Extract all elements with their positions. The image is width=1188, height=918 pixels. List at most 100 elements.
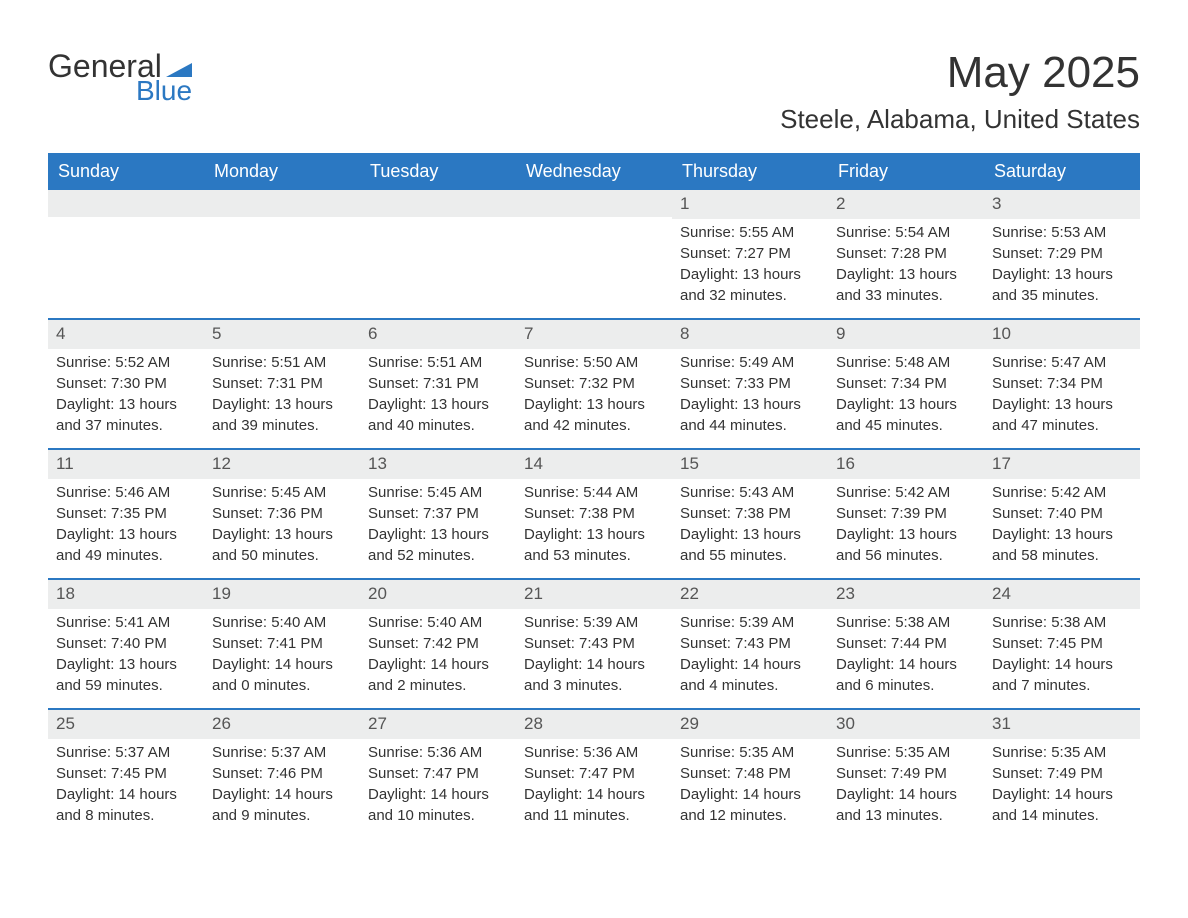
day-number: 30 [828, 710, 984, 739]
sunset-line: Sunset: 7:33 PM [680, 374, 820, 394]
day-number: 21 [516, 580, 672, 609]
sunrise-line: Sunrise: 5:38 AM [992, 613, 1132, 633]
day-number: 25 [48, 710, 204, 739]
day-cell: 14Sunrise: 5:44 AMSunset: 7:38 PMDayligh… [516, 450, 672, 578]
daylight-line: Daylight: 13 hours and 39 minutes. [212, 395, 352, 436]
daylight-line: Daylight: 13 hours and 47 minutes. [992, 395, 1132, 436]
day-body: Sunrise: 5:35 AMSunset: 7:49 PMDaylight:… [828, 739, 984, 835]
day-cell: 16Sunrise: 5:42 AMSunset: 7:39 PMDayligh… [828, 450, 984, 578]
daylight-line: Daylight: 14 hours and 10 minutes. [368, 785, 508, 826]
day-cell: 11Sunrise: 5:46 AMSunset: 7:35 PMDayligh… [48, 450, 204, 578]
weekday-header: Friday [828, 153, 984, 190]
sunrise-line: Sunrise: 5:44 AM [524, 483, 664, 503]
day-cell: 5Sunrise: 5:51 AMSunset: 7:31 PMDaylight… [204, 320, 360, 448]
sunset-line: Sunset: 7:40 PM [56, 634, 196, 654]
sunrise-line: Sunrise: 5:52 AM [56, 353, 196, 373]
day-body: Sunrise: 5:50 AMSunset: 7:32 PMDaylight:… [516, 349, 672, 445]
sunset-line: Sunset: 7:46 PM [212, 764, 352, 784]
weekday-header-row: SundayMondayTuesdayWednesdayThursdayFrid… [48, 153, 1140, 190]
sunrise-line: Sunrise: 5:38 AM [836, 613, 976, 633]
day-number: 8 [672, 320, 828, 349]
sunset-line: Sunset: 7:44 PM [836, 634, 976, 654]
sunrise-line: Sunrise: 5:51 AM [368, 353, 508, 373]
sunrise-line: Sunrise: 5:53 AM [992, 223, 1132, 243]
day-body: Sunrise: 5:42 AMSunset: 7:40 PMDaylight:… [984, 479, 1140, 575]
weekday-header: Tuesday [360, 153, 516, 190]
sunset-line: Sunset: 7:30 PM [56, 374, 196, 394]
day-number: 20 [360, 580, 516, 609]
day-cell: 4Sunrise: 5:52 AMSunset: 7:30 PMDaylight… [48, 320, 204, 448]
sunrise-line: Sunrise: 5:47 AM [992, 353, 1132, 373]
sunrise-line: Sunrise: 5:49 AM [680, 353, 820, 373]
day-body: Sunrise: 5:37 AMSunset: 7:45 PMDaylight:… [48, 739, 204, 835]
sunrise-line: Sunrise: 5:43 AM [680, 483, 820, 503]
daylight-line: Daylight: 13 hours and 35 minutes. [992, 265, 1132, 306]
week-row: 1Sunrise: 5:55 AMSunset: 7:27 PMDaylight… [48, 190, 1140, 318]
day-cell: 15Sunrise: 5:43 AMSunset: 7:38 PMDayligh… [672, 450, 828, 578]
day-number: 15 [672, 450, 828, 479]
daylight-line: Daylight: 14 hours and 8 minutes. [56, 785, 196, 826]
calendar: SundayMondayTuesdayWednesdayThursdayFrid… [48, 153, 1140, 838]
day-body: Sunrise: 5:45 AMSunset: 7:37 PMDaylight:… [360, 479, 516, 575]
sunrise-line: Sunrise: 5:55 AM [680, 223, 820, 243]
daylight-line: Daylight: 14 hours and 4 minutes. [680, 655, 820, 696]
day-cell: 23Sunrise: 5:38 AMSunset: 7:44 PMDayligh… [828, 580, 984, 708]
day-body: Sunrise: 5:39 AMSunset: 7:43 PMDaylight:… [516, 609, 672, 705]
day-number: 22 [672, 580, 828, 609]
weekday-header: Thursday [672, 153, 828, 190]
day-body: Sunrise: 5:35 AMSunset: 7:48 PMDaylight:… [672, 739, 828, 835]
day-number: 13 [360, 450, 516, 479]
sunrise-line: Sunrise: 5:36 AM [368, 743, 508, 763]
sunset-line: Sunset: 7:38 PM [680, 504, 820, 524]
day-number: 9 [828, 320, 984, 349]
sunset-line: Sunset: 7:37 PM [368, 504, 508, 524]
sunrise-line: Sunrise: 5:45 AM [212, 483, 352, 503]
sunrise-line: Sunrise: 5:41 AM [56, 613, 196, 633]
sunset-line: Sunset: 7:43 PM [680, 634, 820, 654]
day-number: 1 [672, 190, 828, 219]
day-body: Sunrise: 5:44 AMSunset: 7:38 PMDaylight:… [516, 479, 672, 575]
day-body: Sunrise: 5:43 AMSunset: 7:38 PMDaylight:… [672, 479, 828, 575]
sunrise-line: Sunrise: 5:40 AM [212, 613, 352, 633]
daylight-line: Daylight: 13 hours and 53 minutes. [524, 525, 664, 566]
sunset-line: Sunset: 7:28 PM [836, 244, 976, 264]
sunset-line: Sunset: 7:36 PM [212, 504, 352, 524]
day-number: 28 [516, 710, 672, 739]
day-cell: 31Sunrise: 5:35 AMSunset: 7:49 PMDayligh… [984, 710, 1140, 838]
day-body: Sunrise: 5:36 AMSunset: 7:47 PMDaylight:… [516, 739, 672, 835]
day-cell: 1Sunrise: 5:55 AMSunset: 7:27 PMDaylight… [672, 190, 828, 318]
sunrise-line: Sunrise: 5:54 AM [836, 223, 976, 243]
daylight-line: Daylight: 14 hours and 0 minutes. [212, 655, 352, 696]
day-number: 10 [984, 320, 1140, 349]
day-cell [48, 190, 204, 318]
day-body: Sunrise: 5:39 AMSunset: 7:43 PMDaylight:… [672, 609, 828, 705]
day-number: 31 [984, 710, 1140, 739]
day-body: Sunrise: 5:53 AMSunset: 7:29 PMDaylight:… [984, 219, 1140, 315]
daylight-line: Daylight: 14 hours and 9 minutes. [212, 785, 352, 826]
week-row: 18Sunrise: 5:41 AMSunset: 7:40 PMDayligh… [48, 578, 1140, 708]
day-number: 16 [828, 450, 984, 479]
sunset-line: Sunset: 7:47 PM [368, 764, 508, 784]
day-cell: 10Sunrise: 5:47 AMSunset: 7:34 PMDayligh… [984, 320, 1140, 448]
weeks-container: 1Sunrise: 5:55 AMSunset: 7:27 PMDaylight… [48, 190, 1140, 838]
sunrise-line: Sunrise: 5:35 AM [992, 743, 1132, 763]
sunset-line: Sunset: 7:45 PM [56, 764, 196, 784]
day-cell: 18Sunrise: 5:41 AMSunset: 7:40 PMDayligh… [48, 580, 204, 708]
day-cell: 29Sunrise: 5:35 AMSunset: 7:48 PMDayligh… [672, 710, 828, 838]
empty-day-header [204, 190, 360, 217]
sunrise-line: Sunrise: 5:37 AM [56, 743, 196, 763]
daylight-line: Daylight: 14 hours and 11 minutes. [524, 785, 664, 826]
sunset-line: Sunset: 7:49 PM [992, 764, 1132, 784]
sunrise-line: Sunrise: 5:37 AM [212, 743, 352, 763]
day-body: Sunrise: 5:51 AMSunset: 7:31 PMDaylight:… [360, 349, 516, 445]
week-row: 4Sunrise: 5:52 AMSunset: 7:30 PMDaylight… [48, 318, 1140, 448]
day-cell: 3Sunrise: 5:53 AMSunset: 7:29 PMDaylight… [984, 190, 1140, 318]
sunset-line: Sunset: 7:31 PM [212, 374, 352, 394]
day-number: 5 [204, 320, 360, 349]
sunset-line: Sunset: 7:31 PM [368, 374, 508, 394]
day-cell [204, 190, 360, 318]
day-number: 11 [48, 450, 204, 479]
title-block: May 2025 Steele, Alabama, United States [780, 48, 1140, 135]
day-cell: 13Sunrise: 5:45 AMSunset: 7:37 PMDayligh… [360, 450, 516, 578]
day-number: 23 [828, 580, 984, 609]
